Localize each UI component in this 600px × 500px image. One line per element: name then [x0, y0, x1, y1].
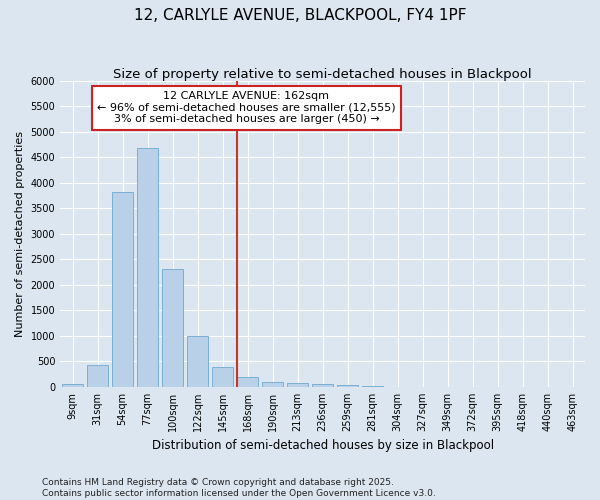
Bar [187, 336, 208, 387]
Bar [112, 192, 133, 387]
Bar [212, 366, 233, 387]
Bar [287, 383, 308, 387]
Text: Contains HM Land Registry data © Crown copyright and database right 2025.
Contai: Contains HM Land Registry data © Crown c… [42, 478, 436, 498]
Bar [337, 386, 358, 387]
Bar [62, 384, 83, 387]
Title: Size of property relative to semi-detached houses in Blackpool: Size of property relative to semi-detach… [113, 68, 532, 80]
Y-axis label: Number of semi-detached properties: Number of semi-detached properties [15, 130, 25, 336]
X-axis label: Distribution of semi-detached houses by size in Blackpool: Distribution of semi-detached houses by … [152, 440, 494, 452]
Bar [137, 148, 158, 387]
Bar [237, 376, 258, 387]
Bar [87, 365, 108, 387]
Text: 12, CARLYLE AVENUE, BLACKPOOL, FY4 1PF: 12, CARLYLE AVENUE, BLACKPOOL, FY4 1PF [134, 8, 466, 22]
Bar [362, 386, 383, 387]
Bar [162, 270, 183, 387]
Bar [312, 384, 333, 387]
Text: 12 CARLYLE AVENUE: 162sqm
← 96% of semi-detached houses are smaller (12,555)
3% : 12 CARLYLE AVENUE: 162sqm ← 96% of semi-… [97, 91, 396, 124]
Bar [262, 382, 283, 387]
